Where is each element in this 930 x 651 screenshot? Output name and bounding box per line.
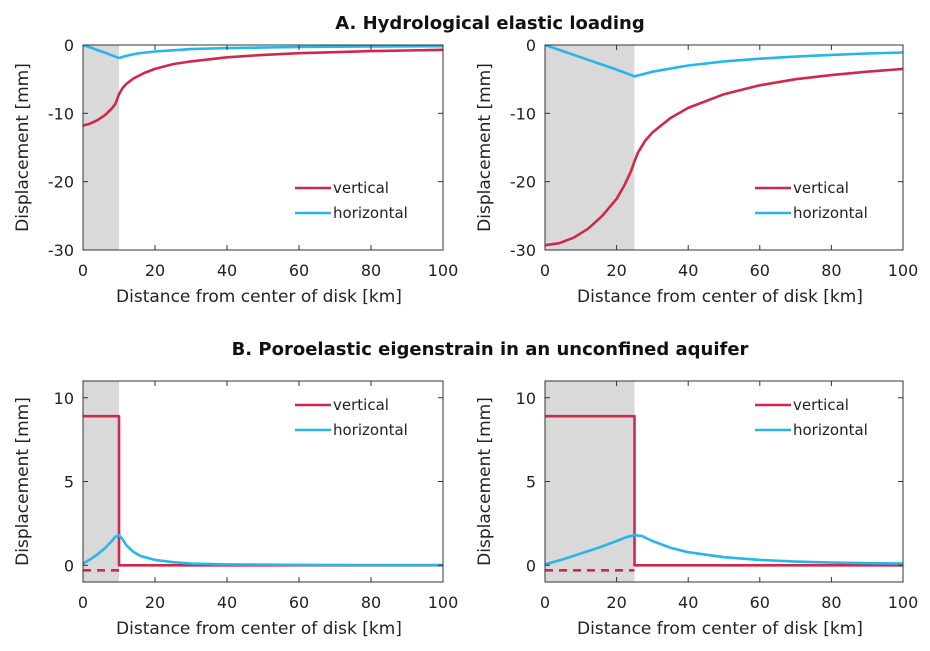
x-tick-label: 80 [821, 593, 841, 612]
disk-shaded-region [83, 45, 119, 250]
x-tick-label: 60 [750, 261, 770, 280]
y-tick-label: -30 [48, 241, 74, 260]
x-tick-label: 100 [888, 593, 919, 612]
x-tick-label: 80 [361, 593, 381, 612]
disk-shaded-region [83, 381, 119, 582]
x-tick-label: 0 [78, 261, 88, 280]
x-tick-label: 0 [540, 593, 550, 612]
y-tick-label: -20 [510, 173, 536, 192]
horizontal-series-line [83, 45, 443, 60]
chart-a-right: 0 20 40 60 80 100 0 -10 -20 -30 Distance from cent… [475, 36, 918, 307]
y-tick-label: 0 [526, 556, 536, 575]
y-tick-label: 0 [64, 556, 74, 575]
x-tick-label: 40 [217, 593, 237, 612]
y-tick-label: 10 [516, 389, 536, 408]
y-tick-label: 5 [526, 473, 536, 492]
y-tick-label: 5 [64, 473, 74, 492]
horizontal-series-line [545, 45, 903, 78]
x-tick-label: 60 [289, 593, 309, 612]
section-b-title: B. Poroelastic eigenstrain in an unconfi… [232, 339, 749, 360]
x-tick-label: 60 [750, 593, 770, 612]
x-tick-label: 80 [821, 261, 841, 280]
legend-horizontal-label: horizontal [793, 421, 868, 439]
vertical-series-line [545, 414, 903, 567]
y-axis-label: Displacement [mm] [475, 397, 495, 566]
x-axis-label: Distance from center of disk [km] [116, 619, 402, 639]
x-tick-label: 20 [145, 593, 165, 612]
plot-frame [544, 44, 904, 251]
y-axis-label: Displacement [mm] [13, 63, 33, 232]
series-group [545, 45, 903, 247]
y-tick-label: -10 [48, 104, 74, 123]
x-tick-label: 20 [606, 593, 626, 612]
x-tick-label: 0 [78, 593, 88, 612]
horizontal-series-line [83, 533, 443, 567]
disk-shaded-region [545, 45, 635, 250]
y-tick-label: 0 [64, 36, 74, 55]
x-tick-label: 100 [888, 261, 919, 280]
disk-shaded-region [545, 381, 635, 582]
vertical-series-line [545, 67, 903, 247]
x-tick-label: 0 [540, 261, 550, 280]
y-tick-label: 10 [54, 389, 74, 408]
x-tick-label: 100 [428, 593, 459, 612]
series-group [83, 414, 443, 572]
section-a-title: A. Hydrological elastic loading [335, 13, 645, 34]
series-group [545, 414, 903, 572]
x-axis-label: Distance from center of disk [km] [577, 287, 863, 307]
legend-horizontal-label: horizontal [793, 204, 868, 222]
x-tick-label: 80 [361, 261, 381, 280]
legend-horizontal-label: horizontal [333, 204, 408, 222]
x-tick-label: 40 [217, 261, 237, 280]
legend-vertical-label: vertical [793, 179, 849, 197]
legend-vertical-label: vertical [333, 396, 389, 414]
x-tick-label: 40 [678, 261, 698, 280]
legend-vertical-label: vertical [333, 179, 389, 197]
y-tick-label: -10 [510, 104, 536, 123]
chart-a-left: 0 20 40 60 80 100 0 -10 -20 -30 Distance from cent… [13, 36, 458, 307]
y-tick-label: 0 [526, 36, 536, 55]
x-tick-label: 100 [428, 261, 459, 280]
chart-b-right: 0 20 40 60 80 100 10 5 0 Distance from center of … [475, 380, 919, 639]
plot-frame [82, 380, 444, 583]
horizontal-series-line [545, 533, 903, 566]
series-group [83, 45, 443, 127]
chart-b-left: 0 20 40 60 80 100 10 5 0 Distance from center of … [13, 380, 459, 639]
x-tick-label: 60 [289, 261, 309, 280]
legend-horizontal-label: horizontal [333, 421, 408, 439]
plot-frame [82, 44, 444, 251]
legend-vertical-label: vertical [793, 396, 849, 414]
vertical-series-line [83, 48, 443, 127]
y-tick-label: -30 [510, 241, 536, 260]
y-axis-label: Displacement [mm] [13, 397, 33, 566]
y-axis-label: Displacement [mm] [475, 63, 495, 232]
x-axis-label: Distance from center of disk [km] [577, 619, 863, 639]
x-axis-label: Distance from center of disk [km] [116, 287, 402, 307]
y-tick-label: -20 [48, 173, 74, 192]
x-tick-label: 40 [678, 593, 698, 612]
x-tick-label: 20 [145, 261, 165, 280]
x-tick-label: 20 [606, 261, 626, 280]
